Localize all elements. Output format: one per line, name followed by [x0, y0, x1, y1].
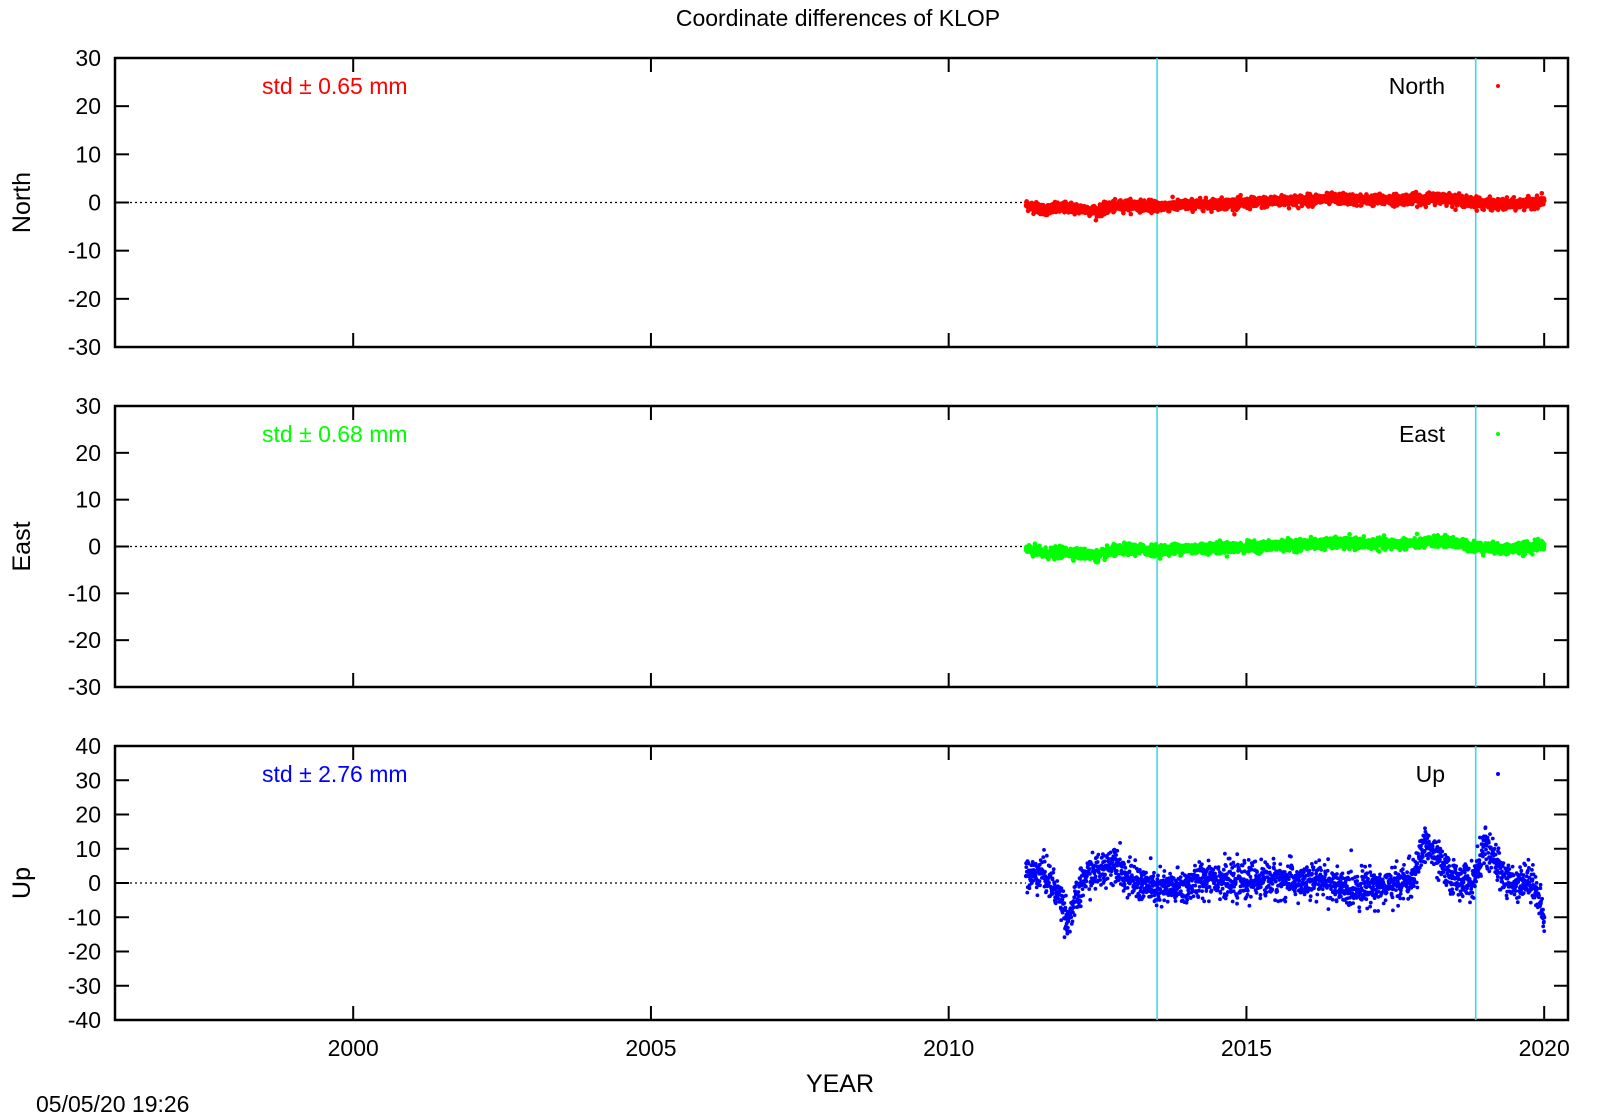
data-point [1393, 197, 1398, 202]
data-point [1303, 197, 1309, 203]
data-point [1500, 202, 1505, 208]
y-tick-label: 0 [88, 190, 101, 216]
data-point [1154, 204, 1160, 209]
std-label-north: std ± 0.65 mm [262, 73, 408, 99]
data-point [1511, 195, 1517, 200]
data-point [1470, 200, 1475, 205]
y-tick-label: -30 [68, 334, 101, 360]
data-point [1422, 196, 1428, 201]
data-point [1274, 198, 1279, 204]
data-point [1286, 205, 1292, 211]
data-point [1440, 195, 1446, 200]
data-point [1121, 210, 1126, 216]
data-point [1170, 194, 1175, 200]
y-tick-label: 30 [75, 45, 101, 71]
chart-title: Coordinate differences of KLOP [676, 5, 1000, 31]
data-point [1539, 191, 1545, 196]
panel-east: 30 20 10 0 -10 -20 -30 East std ± 0.68 mm East [8, 393, 1570, 700]
data-point [1363, 197, 1368, 203]
y-tick-label: 0 [88, 534, 101, 560]
data-point [1214, 201, 1219, 207]
y-tick-label: 10 [75, 141, 101, 167]
y-axis-label-north: North [8, 172, 36, 233]
data-point [1414, 531, 1420, 537]
data-point [1542, 198, 1547, 203]
data-point [1361, 534, 1367, 539]
panel-north: 30 20 10 0 -10 -20 -30 North std ± 0.65 mm North [8, 45, 1570, 360]
data-point [1112, 208, 1117, 214]
data-point [1524, 201, 1529, 206]
data-point [1093, 217, 1099, 223]
data-point [1347, 532, 1352, 537]
legend-marker [1496, 432, 1500, 436]
y-tick-label: -30 [68, 674, 101, 700]
data-point [1376, 549, 1382, 554]
data-point [1481, 207, 1487, 212]
data-point [1333, 196, 1339, 201]
data-point [1095, 558, 1101, 564]
data-point [1203, 195, 1209, 201]
y-tick-label: 10 [75, 487, 101, 513]
data-point [1247, 206, 1253, 212]
data-point [1232, 212, 1237, 217]
data-point [1480, 553, 1486, 558]
legend-marker [1496, 84, 1500, 88]
std-label-east: std ± 0.68 mm [262, 421, 408, 447]
data-point [1128, 211, 1134, 217]
y-tick-label: -10 [68, 238, 101, 264]
data-point [1209, 209, 1214, 214]
data-point [1107, 205, 1112, 210]
data-point [1184, 202, 1190, 208]
data-point [1224, 554, 1230, 559]
data-point [1023, 202, 1029, 208]
y-tick-label: -20 [68, 627, 101, 653]
y-tick-label: 20 [75, 440, 101, 466]
data-point [1065, 205, 1071, 210]
y-tick-label: -20 [68, 286, 101, 312]
data-point [1125, 202, 1130, 208]
data-point [1112, 196, 1118, 202]
data-point [1043, 545, 1048, 550]
data-point [1201, 208, 1206, 214]
data-point [1474, 208, 1480, 213]
y-tick-label: 30 [75, 393, 101, 419]
data-point [1238, 192, 1243, 198]
series-points-north [1023, 189, 1547, 223]
data-point [1095, 209, 1100, 214]
legend-label-north: North [1389, 73, 1445, 99]
legend-label-east: East [1399, 421, 1446, 447]
data-point [1244, 201, 1249, 206]
series-points-east [1023, 531, 1547, 565]
y-axis-label-east: East [8, 521, 36, 571]
y-tick-label: -10 [68, 580, 101, 606]
y-tick-label: 20 [75, 93, 101, 119]
data-point [1453, 207, 1458, 212]
data-point [1041, 207, 1047, 212]
